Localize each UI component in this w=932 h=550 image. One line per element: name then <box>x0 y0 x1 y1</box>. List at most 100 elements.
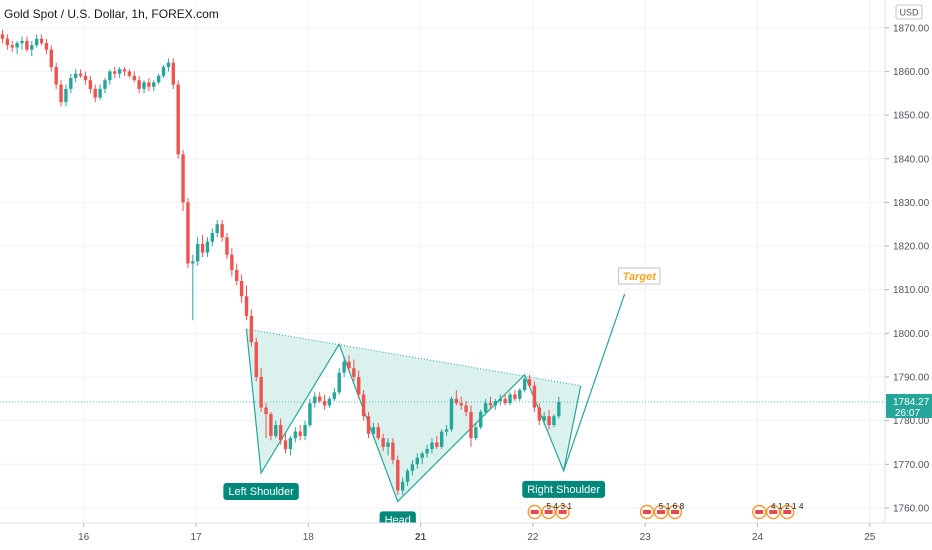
candle-body <box>449 398 454 430</box>
candle <box>415 453 419 469</box>
event-count: 2 <box>785 502 790 511</box>
candle <box>303 420 307 441</box>
candle <box>166 58 171 72</box>
candle-body <box>239 280 244 297</box>
candle <box>220 219 224 242</box>
candle-body <box>557 402 561 417</box>
candle <box>225 232 229 260</box>
candle <box>30 40 34 57</box>
candle-body <box>522 379 527 391</box>
candle-body <box>469 411 473 439</box>
candle-body <box>10 45 14 48</box>
candle <box>137 75 141 94</box>
candle-body <box>166 62 171 68</box>
last-price-value: 1784.27 <box>893 397 930 408</box>
candle <box>64 84 68 107</box>
event-count: 3 <box>560 502 565 511</box>
candle-body <box>405 470 410 482</box>
y-tick-label: 1820.00 <box>893 242 930 253</box>
candle <box>93 84 97 103</box>
candle <box>191 254 195 321</box>
candle-body <box>347 361 351 369</box>
event-count: 4 <box>799 502 804 511</box>
candle-body <box>161 67 166 76</box>
y-tick-label: 1780.00 <box>893 416 930 427</box>
candle-body <box>361 394 366 417</box>
candle-body <box>454 398 459 404</box>
candle <box>503 394 507 406</box>
candle <box>440 429 444 450</box>
candle <box>103 77 107 94</box>
candle-body <box>313 396 317 404</box>
candle <box>488 396 493 410</box>
candle <box>34 34 39 48</box>
event-flag-stripe <box>670 510 679 514</box>
candle-body <box>98 88 102 98</box>
candle-body <box>493 401 498 406</box>
candle <box>327 396 332 408</box>
candle <box>308 398 312 428</box>
currency-badge[interactable]: USD <box>895 4 923 20</box>
candle <box>449 396 454 432</box>
candle <box>542 411 546 426</box>
candle <box>474 422 478 441</box>
bar-countdown: 26:07 <box>895 408 920 419</box>
candle-body <box>371 427 376 434</box>
candle-body <box>366 416 371 434</box>
event-count: 4 <box>553 502 558 511</box>
candle-body <box>137 80 141 89</box>
right-label[interactable]: Right Shoulder <box>522 480 606 498</box>
candle-body <box>191 261 195 264</box>
target-label[interactable]: Target <box>618 267 661 285</box>
candle-body <box>420 453 424 458</box>
candle-body <box>259 377 263 408</box>
candle <box>44 38 49 54</box>
candle-body <box>156 75 161 83</box>
candle-body <box>186 202 190 264</box>
candle-body <box>342 361 346 373</box>
left-label[interactable]: Left Shoulder <box>223 483 299 501</box>
candle <box>337 368 341 395</box>
candle <box>127 69 132 78</box>
candle <box>518 387 522 402</box>
candle-body <box>542 416 546 421</box>
y-tick-label: 1840.00 <box>893 154 930 165</box>
price-axis[interactable]: 1760.00 1770.00 1780.00 1790.00 1800.00 1810.… <box>884 0 932 550</box>
candle <box>444 425 449 436</box>
candle <box>122 67 127 76</box>
candle-body <box>513 394 517 399</box>
candle-body <box>152 82 156 87</box>
x-tick-label: 24 <box>752 532 764 543</box>
time-axis[interactable]: 16 17 18 21 22 23 24 25 <box>0 522 932 550</box>
candle <box>288 435 293 456</box>
candle <box>108 69 112 85</box>
candle-body <box>25 40 29 50</box>
candle <box>371 422 376 439</box>
candle-body <box>225 237 229 255</box>
candle <box>69 73 73 94</box>
candle <box>264 403 268 439</box>
candle <box>117 67 122 78</box>
candle-body <box>74 73 78 78</box>
candle-body <box>15 43 19 48</box>
event-count: 6 <box>673 502 678 511</box>
candle <box>352 359 356 382</box>
candle <box>547 409 551 430</box>
candle-body <box>122 69 127 72</box>
candle-body <box>479 411 483 428</box>
candle <box>78 69 83 78</box>
candle-body <box>332 392 337 399</box>
candle <box>513 390 517 402</box>
candle-body <box>83 75 88 81</box>
candle-body <box>249 315 254 343</box>
event-count: 5 <box>659 502 664 511</box>
left-label-text: Left Shoulder <box>228 486 294 498</box>
candle <box>381 433 385 452</box>
candle-body <box>78 73 83 76</box>
candle-body <box>93 88 97 98</box>
